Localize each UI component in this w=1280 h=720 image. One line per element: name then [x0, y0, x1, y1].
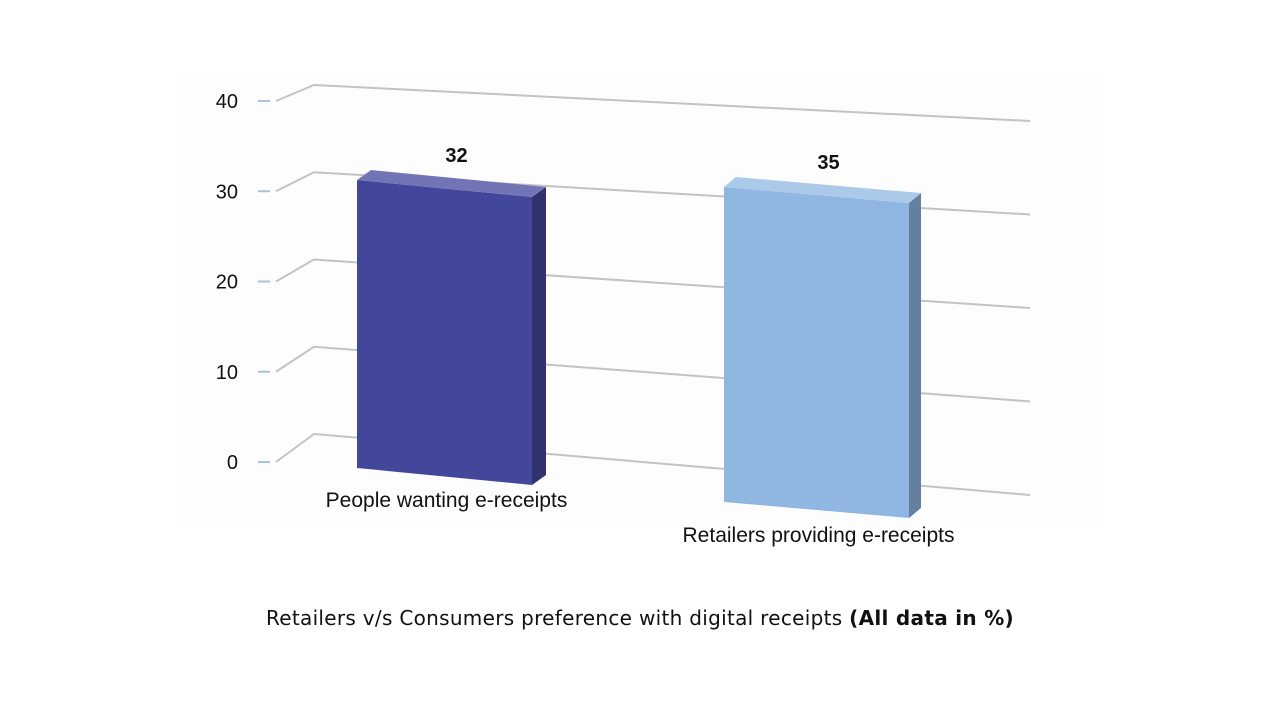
y-tick-label: 20 [216, 272, 238, 294]
bar-top-face [357, 170, 546, 197]
y-tick-label: 10 [216, 362, 238, 384]
gridline [275, 83, 1031, 122]
y-tick-label: 30 [216, 181, 238, 203]
bar [357, 170, 546, 485]
y-axis-ticks: 0 10 20 30 40 [216, 91, 270, 474]
category-label: Retailers providing e-receipts [683, 524, 955, 547]
labels: 32 People wanting e-receipts 35 Retailers p… [326, 145, 955, 547]
bar-top-face [724, 177, 921, 203]
bar [724, 177, 921, 518]
plot-background [182, 72, 1098, 528]
y-tick-label: 40 [216, 91, 238, 113]
y-tick-label: 0 [227, 452, 238, 474]
bar-front-face [724, 187, 909, 518]
caption-note: (All data in %) [849, 606, 1015, 630]
bar-side-face [532, 187, 546, 485]
bar-front-face [357, 180, 532, 485]
bar-chart: 0 10 20 30 40 32 People wanting e-receipts 35 R… [182, 72, 1098, 547]
bar-side-face [909, 193, 921, 518]
chart-caption: Retailers v/s Consumers preference with … [0, 606, 1280, 630]
bars [357, 170, 921, 518]
caption-text: Retailers v/s Consumers preference with … [265, 606, 843, 630]
category-label: People wanting e-receipts [326, 489, 568, 512]
bar-value-label: 35 [817, 152, 839, 174]
bar-value-label: 32 [445, 145, 467, 167]
